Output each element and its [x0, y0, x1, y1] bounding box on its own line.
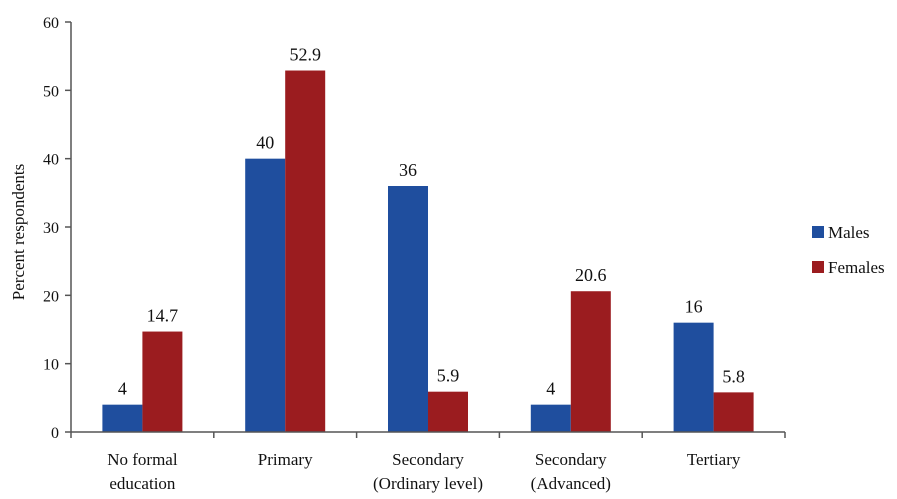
legend-label-males: Males: [828, 223, 870, 242]
data-label: 14.7: [147, 306, 179, 326]
legend-swatch-males: [812, 226, 824, 238]
y-tick-label: 20: [43, 288, 59, 305]
x-category-label: Primary: [258, 450, 313, 469]
x-category-label: No formal: [107, 450, 178, 469]
data-label: 20.6: [575, 265, 607, 285]
x-category-label: education: [109, 474, 176, 493]
legend: Males Females: [812, 223, 885, 277]
x-category-label: Secondary: [535, 450, 607, 469]
data-label: 52.9: [289, 45, 321, 65]
y-tick-label: 50: [43, 83, 59, 100]
bar-males: [673, 322, 714, 432]
axes-layer: 0 10 20 30 40 50 60: [43, 15, 786, 442]
y-tick-label: 30: [43, 220, 59, 237]
data-label: 40: [256, 133, 274, 153]
y-tick-label: 10: [43, 357, 59, 374]
x-category-label: Tertiary: [687, 450, 741, 469]
data-label: 16: [685, 297, 703, 317]
bar-males: [530, 404, 571, 432]
data-label: 5.9: [437, 366, 460, 386]
bar-females: [285, 70, 326, 433]
data-label: 4: [546, 379, 555, 399]
bar-males: [245, 158, 286, 432]
bar-females: [428, 391, 468, 432]
legend-swatch-females: [812, 261, 824, 273]
legend-label-females: Females: [828, 258, 885, 277]
bar-males: [102, 404, 143, 432]
data-label: 36: [399, 160, 417, 180]
bar-males: [388, 186, 428, 432]
y-tick-label: 40: [43, 152, 59, 169]
labels-layer: 4 14.7 No formal education 40 52.9 Primary 36 5.…: [107, 45, 745, 493]
data-label: 4: [118, 379, 127, 399]
x-category-label: (Ordinary level): [373, 474, 483, 493]
data-label: 5.8: [722, 366, 745, 386]
y-tick-label: 0: [51, 425, 59, 442]
x-category-label: (Advanced): [531, 474, 611, 493]
y-tick-label: 60: [43, 15, 59, 32]
x-category-label: Secondary: [392, 450, 464, 469]
y-axis-label: Percent respondents: [9, 164, 28, 300]
bar-females: [570, 291, 611, 432]
bars-layer: [102, 70, 754, 433]
bar-females: [713, 392, 754, 432]
bar-females: [142, 331, 183, 432]
